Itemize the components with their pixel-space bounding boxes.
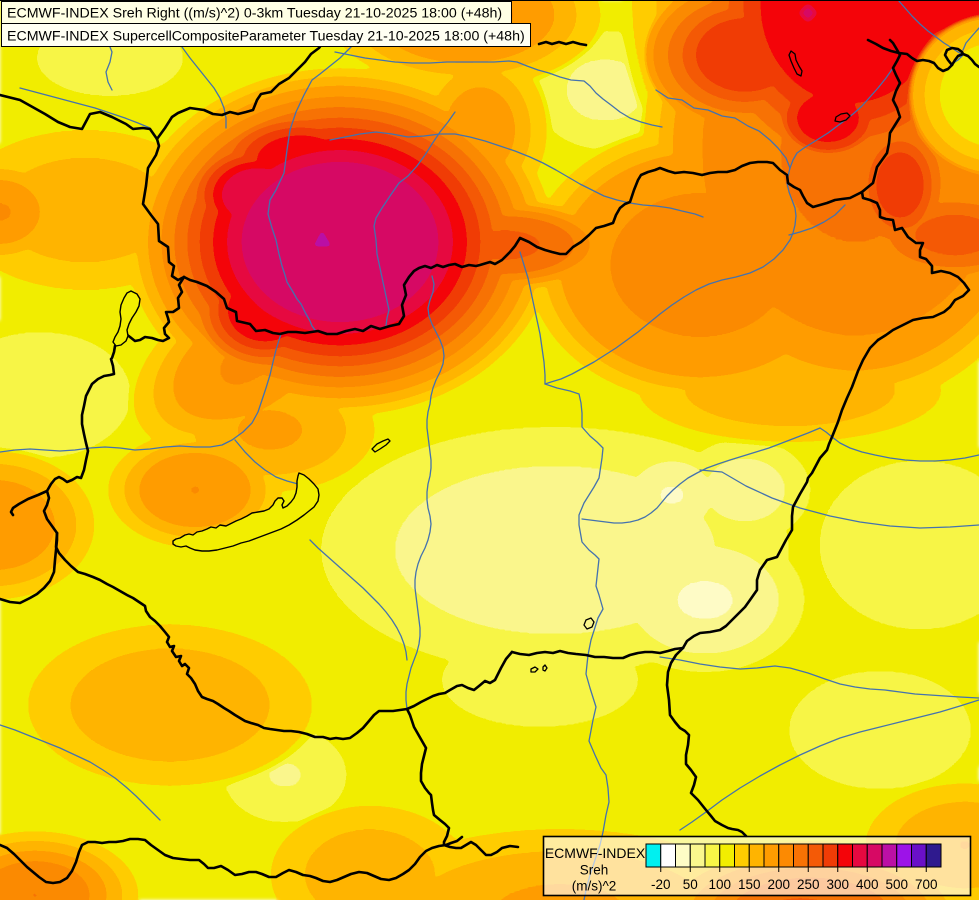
svg-text:ECMWF-INDEX: ECMWF-INDEX: [545, 845, 646, 861]
svg-text:Sreh: Sreh: [580, 863, 609, 878]
svg-text:200: 200: [767, 877, 790, 892]
svg-text:(m/s)^2: (m/s)^2: [572, 879, 617, 894]
svg-text:700: 700: [915, 877, 938, 892]
svg-text:ECMWF-INDEX SupercellComposite: ECMWF-INDEX SupercellCompositeParameter …: [7, 29, 525, 45]
svg-text:ECMWF-INDEX Sreh Right ((m/s)^: ECMWF-INDEX Sreh Right ((m/s)^2) 0-3km T…: [7, 6, 502, 22]
svg-text:100: 100: [708, 877, 731, 892]
svg-text:400: 400: [856, 877, 879, 892]
svg-text:500: 500: [885, 877, 908, 892]
svg-text:-20: -20: [651, 877, 671, 892]
svg-text:250: 250: [797, 877, 820, 892]
svg-text:300: 300: [826, 877, 849, 892]
svg-text:50: 50: [683, 877, 698, 892]
svg-text:150: 150: [738, 877, 761, 892]
